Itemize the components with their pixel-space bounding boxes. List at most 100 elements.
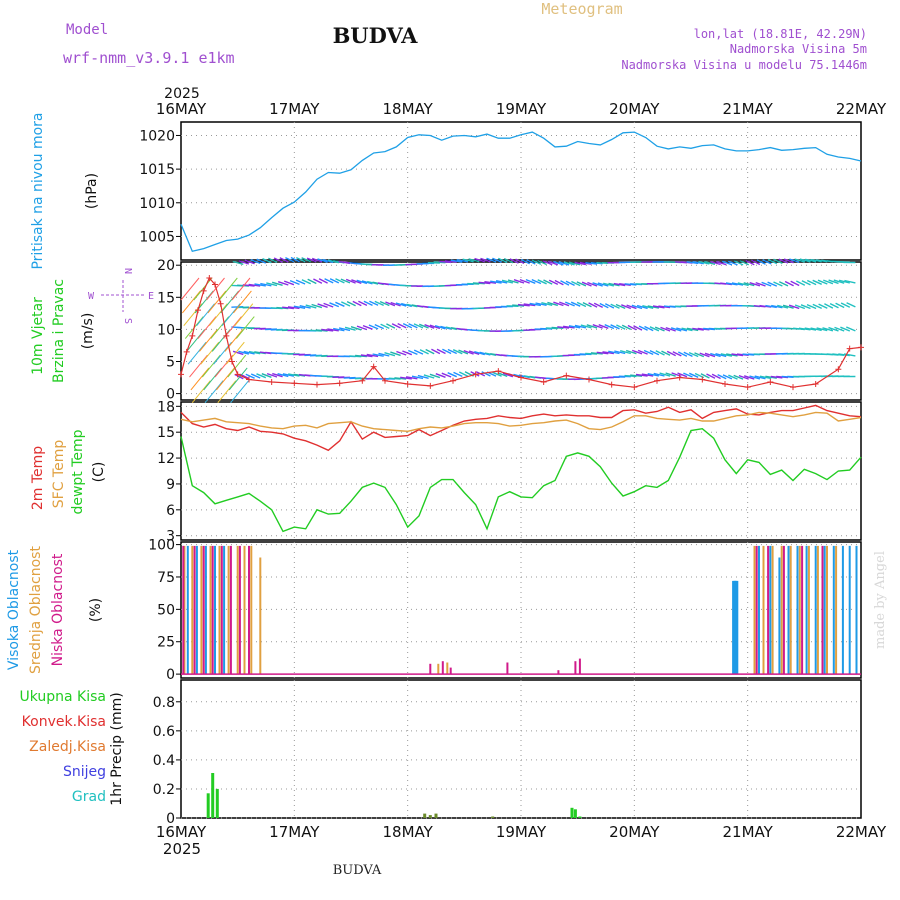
wind-arrow — [492, 257, 502, 263]
wind-arrow — [816, 327, 828, 332]
wind-arrow — [256, 373, 267, 379]
wind-arrow — [581, 281, 592, 287]
wind-hatch-arrow — [218, 277, 238, 301]
wind-arrow — [782, 304, 794, 309]
precip-legend-item: Grad — [72, 789, 106, 805]
wind-arrow — [631, 304, 643, 310]
wind-arrow — [806, 303, 817, 310]
cloud-bar — [814, 545, 817, 675]
y-tick-label: 6 — [166, 503, 175, 519]
wind-hatch-arrow — [234, 303, 254, 327]
wind-arrow — [492, 371, 502, 377]
wind-speed-marker — [699, 376, 706, 383]
wind-speed-marker — [200, 287, 207, 294]
wind-arrow — [743, 375, 755, 380]
wind-arrow — [456, 259, 469, 263]
wind-arrow — [523, 303, 536, 307]
wind-arrow — [321, 328, 334, 332]
wind-arrow — [725, 282, 738, 286]
low-cloud-axis-title: Niska Oblacnost — [50, 553, 66, 666]
wind-arrow — [329, 302, 340, 308]
wind-arrow — [356, 279, 368, 285]
wind-arrow — [846, 326, 856, 332]
wind-arrow — [238, 350, 250, 355]
wind-speed-marker — [246, 376, 252, 383]
wind-arrow — [335, 278, 345, 284]
cloud-bar — [429, 663, 432, 675]
wind-arrow — [840, 326, 851, 332]
cloud-bar — [782, 545, 785, 675]
wind-arrow — [301, 257, 311, 263]
wind-arrow — [728, 374, 738, 380]
temp2m-axis-title: 2m Temp — [30, 446, 46, 510]
wind-arrow — [537, 279, 547, 285]
wind-arrow — [495, 280, 508, 284]
wind-axis-unit: (m/s) — [80, 313, 96, 350]
cloud-bar — [823, 545, 826, 675]
wind-arrow — [570, 301, 581, 307]
wind-arrow — [266, 282, 278, 287]
wind-arrow — [344, 326, 356, 331]
wind-arrow — [798, 327, 811, 331]
wind-arrow — [846, 302, 856, 308]
wind-arrow — [762, 259, 772, 265]
wind-arrow — [543, 279, 553, 285]
label-layer: 1005101010151020051015203691215180255075… — [6, 100, 887, 858]
wind-arrow — [317, 303, 328, 308]
y-tick-label: 0 — [166, 811, 175, 827]
y-tick-label: 5 — [166, 354, 175, 370]
wind-arrow — [638, 325, 648, 331]
wind-arrow — [322, 258, 334, 264]
wind-arrow — [358, 300, 368, 307]
wind-arrow — [621, 304, 632, 310]
wind-arrow — [396, 350, 407, 356]
wind-axis-title: 10m Vjetar — [30, 297, 46, 375]
mid-cloud-axis-title: Srednja Oblacnost — [28, 546, 44, 674]
y-tick-label: 100 — [148, 538, 175, 554]
wind-arrow — [307, 278, 317, 285]
wind-arrow — [282, 306, 294, 310]
cloud-bar — [446, 662, 449, 675]
cloud-bar — [238, 545, 241, 675]
wind-arrow — [361, 280, 373, 285]
wind-arrow — [506, 305, 519, 307]
wind-arrow — [512, 304, 525, 307]
y-tick-label: 20 — [157, 258, 175, 274]
wind-arrow — [676, 327, 688, 332]
y-tick-label: 10 — [157, 322, 175, 338]
cloud-bar — [798, 545, 801, 675]
wind-arrow — [444, 260, 457, 263]
wind-arrow — [289, 279, 300, 286]
wind-arrow — [408, 349, 418, 356]
wind-arrow — [582, 301, 592, 308]
wind-arrow — [716, 260, 727, 266]
wind-speed-marker — [229, 358, 235, 365]
wind-arrow — [588, 302, 598, 308]
cloud-bar — [259, 557, 262, 675]
model-label: Model — [66, 22, 108, 38]
wind-arrow — [598, 324, 609, 329]
wind-hatch-arrow — [235, 316, 255, 339]
wind-arrow — [484, 281, 497, 284]
wind-arrow — [447, 372, 457, 378]
wind-speed-marker — [450, 377, 456, 384]
wind-speed-marker — [835, 366, 842, 373]
wind-arrow — [502, 372, 514, 378]
wind-arrow — [618, 375, 631, 378]
wind-arrow — [749, 375, 761, 380]
wind-arrow — [737, 282, 749, 287]
wind-arrow — [733, 260, 744, 266]
wind-arrow — [621, 324, 632, 331]
wind-arrow — [558, 261, 570, 266]
cloud-bar — [780, 545, 783, 675]
cloud-bar — [437, 663, 440, 675]
wind-arrow — [710, 352, 721, 358]
wind-arrow — [822, 327, 834, 332]
y-tick-label: 0.6 — [153, 724, 175, 740]
wind-arrow — [840, 302, 851, 308]
wind-arrow — [366, 353, 379, 358]
wind-arrow — [706, 373, 716, 379]
wind-arrow — [425, 348, 435, 355]
wind-arrow — [453, 371, 463, 378]
